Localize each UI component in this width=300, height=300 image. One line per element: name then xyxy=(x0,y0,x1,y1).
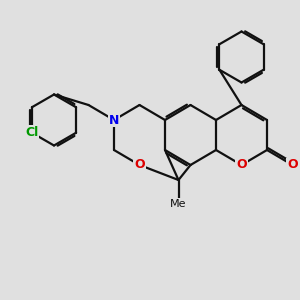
Text: O: O xyxy=(236,158,247,172)
Text: O: O xyxy=(134,158,145,172)
Text: N: N xyxy=(109,113,119,127)
Text: Me: Me xyxy=(170,199,187,209)
Text: O: O xyxy=(287,158,298,172)
Text: Cl: Cl xyxy=(25,126,38,139)
